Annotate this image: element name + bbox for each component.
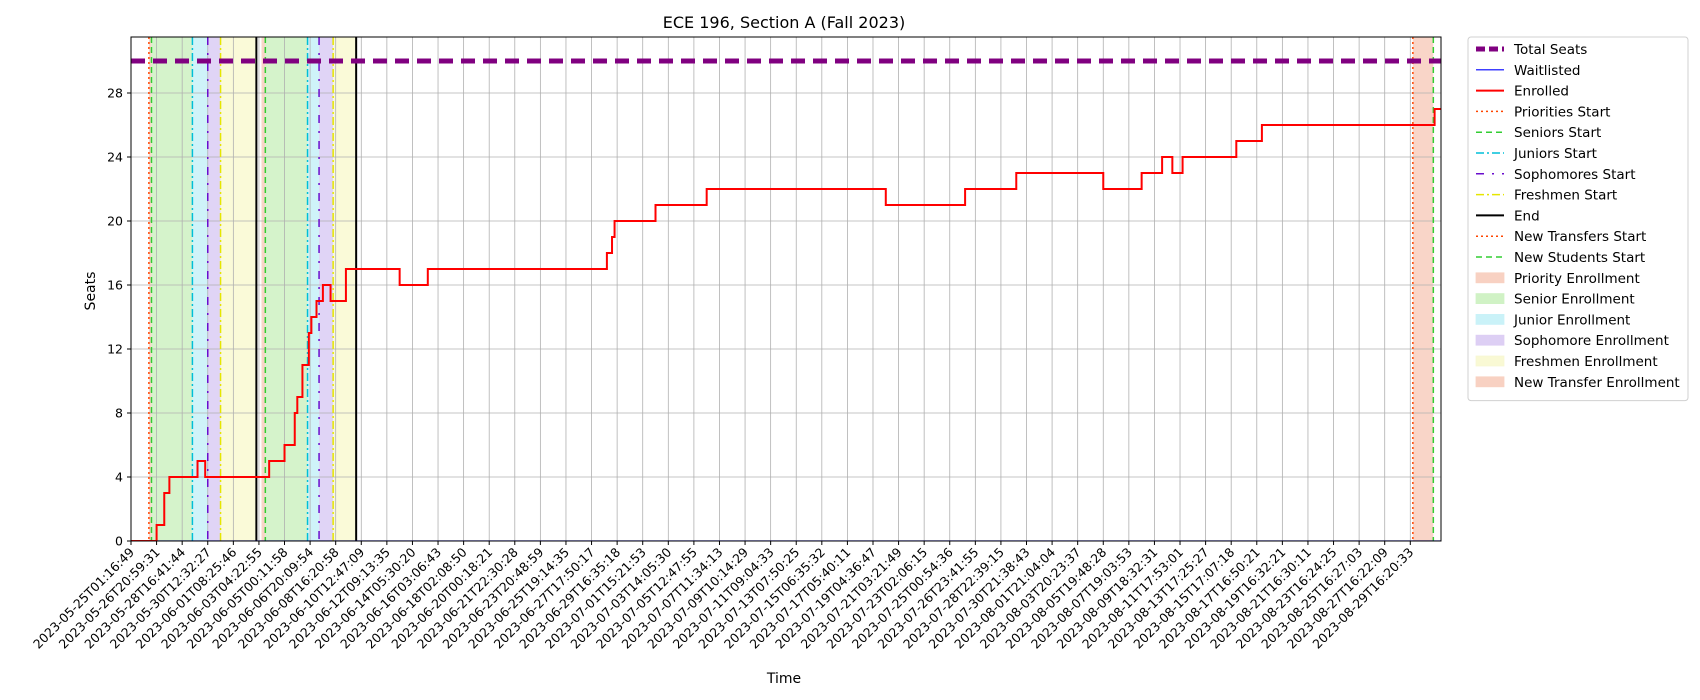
legend-label: New Transfer Enrollment [1514,375,1680,391]
legend-label: Seniors Start [1514,125,1601,141]
chart-title: ECE 196, Section A (Fall 2023) [663,13,905,32]
legend-label: End [1514,208,1540,224]
y-tick-label: 4 [115,470,123,485]
span-sophomore-enrollment [207,37,221,541]
legend-label: Waitlisted [1514,63,1581,79]
y-tick-label: 8 [115,406,123,421]
x-axis-label: Time [766,671,801,687]
legend: Total Seats Waitlisted Enrolled Priorities … [1467,36,1689,402]
legend-box [1467,36,1689,402]
series [131,58,1441,541]
y-tick-label: 28 [107,86,123,101]
y-tick-label: 24 [107,150,123,165]
legend-swatch-freshmen-enrollment [1475,355,1505,367]
legend-label: Juniors Start [1513,146,1597,162]
span-junior-enrollment [307,37,320,541]
phase-markers [148,37,1435,541]
grid [130,37,1441,542]
y-tick-label: 12 [107,342,123,357]
legend-label: New Transfers Start [1514,229,1646,245]
y-tick-label: 20 [107,214,123,229]
legend-label: Freshmen Start [1514,188,1617,204]
legend-swatch-priority-enrollment [1475,272,1505,284]
y-axis: 0 4 8 12 16 20 24 28 [107,86,131,549]
y-tick-label: 16 [107,278,123,293]
span-freshmen-enrollment [220,37,257,541]
legend-label: Enrolled [1514,84,1569,100]
legend-label: Total Seats [1513,42,1587,58]
plot-area: 0 4 8 12 16 20 24 28 2023-05-25T01:16:492023-05-… [30,36,1442,652]
span-junior-enrollment [192,37,208,541]
span-priority-enrollment [148,37,152,541]
series-enrolled [131,108,1441,541]
span-senior-enrollment [151,37,193,541]
y-axis-label: Seats [83,272,99,311]
span-freshmen-enrollment [333,37,357,541]
span-priority-enrollment [261,37,266,541]
plot-frame [130,36,1442,542]
span-senior-enrollment [265,37,308,541]
legend-label: Freshmen Enrollment [1514,354,1658,370]
legend-swatch-junior-enrollment [1475,313,1505,325]
legend-swatch-senior-enrollment [1475,293,1505,305]
span-new-transfer-enrollment [1412,37,1434,541]
legend-label: New Students Start [1514,250,1645,266]
legend-swatch-sophomore-enrollment [1475,334,1505,346]
legend-label: Sophomore Enrollment [1514,333,1669,349]
enrollment-spans [148,37,1434,541]
legend-swatch-new-transfer-enrollment [1475,376,1505,388]
span-sophomore-enrollment [319,37,334,541]
legend-label: Junior Enrollment [1513,312,1630,328]
legend-label: Sophomores Start [1514,167,1636,183]
legend-label: Senior Enrollment [1514,292,1635,308]
y-tick-label: 0 [115,534,123,549]
legend-label: Priorities Start [1514,104,1610,120]
legend-label: Priority Enrollment [1514,271,1640,287]
x-axis: 2023-05-25T01:16:492023-05-26T20:59:3120… [30,541,1416,652]
